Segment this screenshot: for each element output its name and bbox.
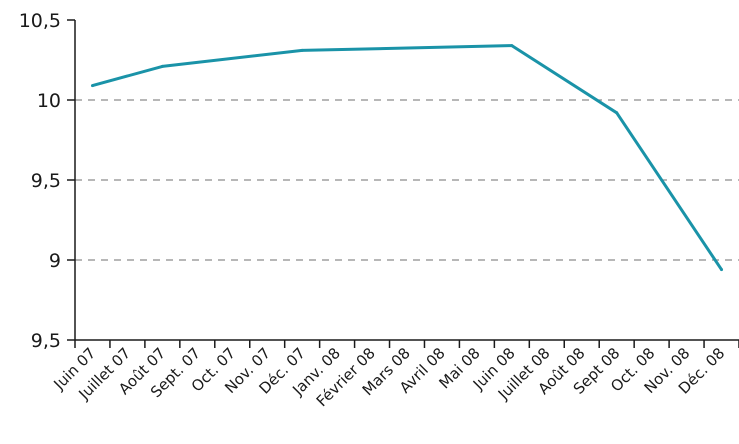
y-tick-label-4: 9,5 (31, 330, 61, 352)
series-line-0 (92, 44, 723, 271)
gridlines (75, 99, 739, 261)
series (90, 44, 724, 272)
y-tick-label-2: 9,5 (31, 170, 61, 192)
y-tick-label-1: 10 (37, 90, 61, 112)
y-axis-ticks: 10,5 10 9,5 9 9,5 (19, 10, 75, 352)
data-point-0 (90, 84, 94, 88)
data-point-2 (300, 48, 304, 52)
y-tick-label-3: 9 (49, 250, 61, 272)
data-point-5 (720, 268, 724, 272)
y-tick-label-0: 10,5 (19, 10, 61, 32)
data-point-1 (160, 64, 164, 68)
data-point-4 (615, 111, 619, 115)
data-point-3 (510, 44, 514, 48)
